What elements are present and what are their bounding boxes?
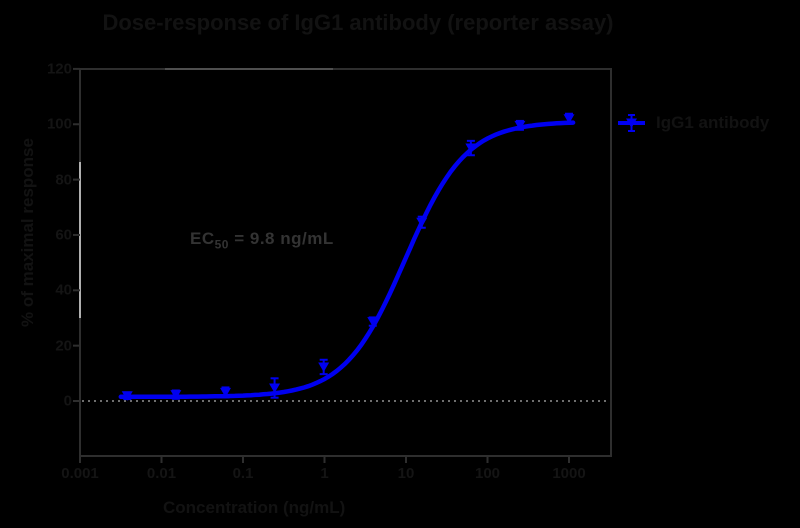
legend-series-label: IgG1 antibody	[656, 113, 770, 132]
data-point-inverted-triangle	[367, 317, 379, 327]
data-point-inverted-triangle	[121, 391, 133, 401]
ec50-annotation: EC50 = 9.8 ng/mL	[190, 229, 334, 251]
x-tick-label: 0.1	[232, 465, 254, 482]
y-tick-label: 120	[46, 60, 72, 78]
fitted-sigmoid-curve	[118, 120, 576, 400]
x-tick-label: 1000	[552, 465, 586, 482]
x-tick-label: 10	[397, 465, 415, 482]
x-tick-label: 1	[320, 465, 329, 482]
x-axis-title: Concentration (ng/mL)	[163, 498, 346, 517]
data-point-inverted-triangle	[269, 383, 281, 393]
y-axis-title: % of maximal response	[18, 138, 37, 327]
ec50-annotation-suffix: = 9.8 ng/mL	[228, 229, 334, 248]
legend-inverted-triangle	[626, 118, 637, 128]
data-point-inverted-triangle	[514, 120, 526, 131]
data-point-inverted-triangle	[318, 362, 330, 372]
y-tick-label: 40	[55, 281, 72, 299]
data-point-inverted-triangle	[416, 217, 428, 228]
data-point-inverted-triangle	[465, 143, 477, 154]
data-point-inverted-triangle	[220, 387, 232, 398]
ec50-annotation-subscript: 50	[214, 237, 229, 252]
y-tick-label: 80	[55, 171, 72, 189]
y-tick-label: 20	[55, 337, 72, 355]
ec50-annotation-prefix: EC	[190, 229, 215, 248]
chart-title: Dose-response of IgG1 antibody (reporter…	[102, 10, 614, 35]
y-tick-label: 0	[63, 392, 72, 410]
y-tick-label: 100	[46, 115, 72, 133]
y-tick-label: 60	[55, 226, 72, 244]
data-point-inverted-triangle	[170, 390, 182, 400]
x-tick-label: 100	[474, 465, 501, 482]
x-tick-label: 0.001	[61, 465, 99, 482]
x-tick-label: 0.01	[146, 465, 177, 482]
data-point-inverted-triangle	[563, 114, 575, 124]
